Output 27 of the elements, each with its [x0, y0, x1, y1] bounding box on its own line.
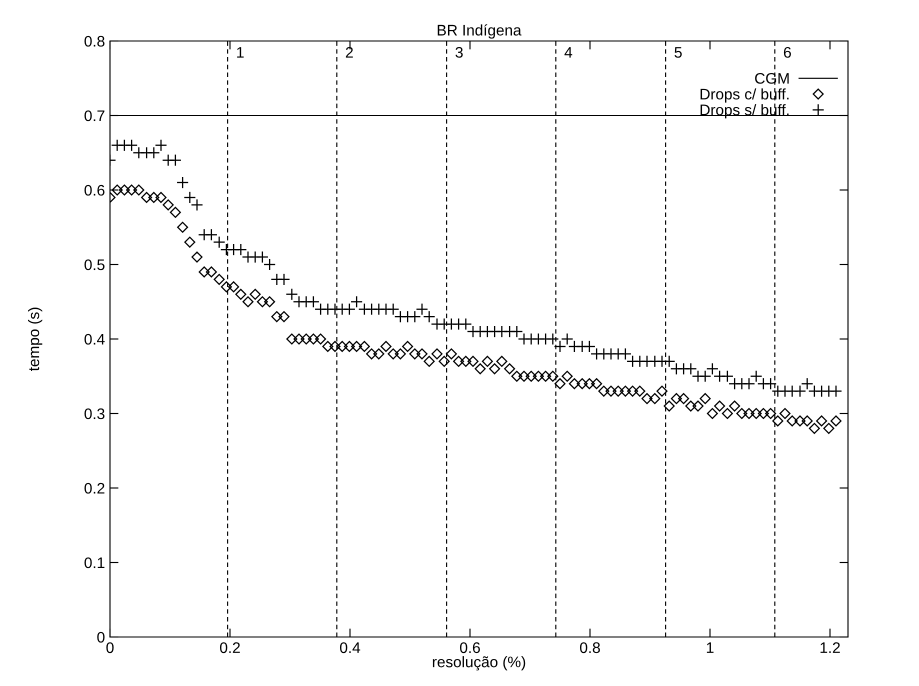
y-tick-label: 0.4 [84, 334, 105, 345]
chart-title: BR Indígena [438, 24, 522, 39]
legend-label: Drops c/ buff. [700, 88, 789, 103]
y-tick-label: 0.2 [84, 482, 104, 494]
annotation: 5 [674, 47, 682, 58]
y-tick-label: 0.7 [84, 110, 104, 122]
x-tick-label: 0.2 [220, 642, 240, 654]
annotation: 2 [346, 46, 353, 58]
x-tick-label: 0 [106, 642, 114, 654]
y-tick-label: 0 [97, 632, 105, 643]
x-axis-title: resolução (%) [432, 656, 526, 670]
x-tick-label: 1.2 [820, 642, 840, 653]
y-tick-label: 0.6 [84, 184, 104, 196]
legend-label: CGM [755, 72, 789, 84]
x-tick-label: 0.6 [460, 642, 480, 654]
x-tick-label: 0.4 [340, 642, 360, 654]
y-tick-label: 0.3 [84, 408, 104, 420]
annotation: 4 [564, 47, 572, 58]
x-tick-label: 0.8 [580, 642, 600, 654]
y-tick-label: 0.1 [84, 557, 104, 568]
y-tick-label: 0.5 [84, 259, 104, 270]
annotation: 3 [456, 46, 463, 58]
y-tick-label: 0.8 [84, 36, 104, 47]
annotation: 6 [784, 46, 791, 58]
x-tick-label: 1 [706, 642, 714, 653]
y-axis-title: tempo (s) [28, 308, 42, 372]
annotation: 1 [237, 47, 244, 58]
